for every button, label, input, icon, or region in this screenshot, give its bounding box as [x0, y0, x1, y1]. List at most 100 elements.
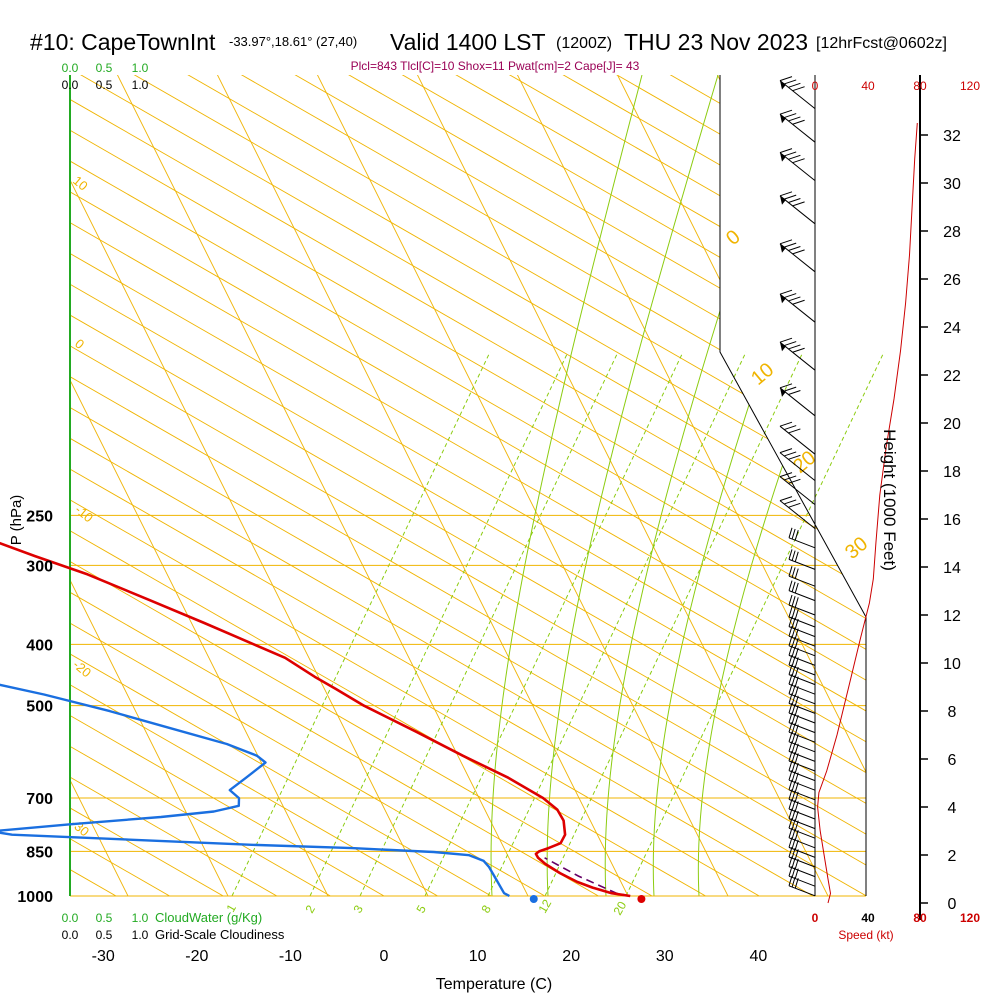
- surface-dewpoint-marker: [529, 895, 538, 903]
- station-title: #10: CapeTownInt: [30, 29, 216, 55]
- y-axis-title: P (hPa): [8, 495, 25, 546]
- dewpoint-line: [0, 683, 510, 898]
- isotherm: [539, 75, 866, 896]
- isotherm: [271, 75, 866, 896]
- wind-barb: [788, 580, 816, 602]
- isotherm: [70, 75, 780, 896]
- speed-bottom-tick: 40: [861, 911, 875, 925]
- cloud-top-tick: 0.0: [62, 61, 79, 75]
- moist-adiabat: [546, 75, 719, 896]
- isotherm: [70, 75, 866, 896]
- dry-adiabat-label: -30: [68, 816, 92, 840]
- p-tick-label: 1000: [17, 889, 53, 906]
- stability-indices: Plcl=843 Tlcl[C]=10 Shox=11 Pwat[cm]=2 C…: [351, 59, 640, 73]
- dry-adiabat-label: 10: [70, 173, 91, 194]
- isotherm: [70, 75, 866, 896]
- cloud-bottom-tick-2: 1.0: [132, 928, 149, 942]
- dry-adiabat: [579, 75, 866, 896]
- cloud-top-tick: 0.5: [96, 61, 113, 75]
- speed-top-tick: 120: [960, 79, 980, 93]
- height-axis-title: Height (1000 Feet): [880, 429, 899, 571]
- height-tick-label: 20: [943, 416, 961, 433]
- mixing-ratio-label: 3: [350, 902, 366, 915]
- x-tick-label: -30: [92, 948, 115, 965]
- isotherm-label: 30: [841, 533, 872, 564]
- isotherm-label: 0: [722, 226, 745, 250]
- moist-adiabat: [697, 75, 866, 896]
- axes: -30 -20 -10 0 10 20 30 402503004005007008501000…: [17, 61, 767, 965]
- dry-adiabat: [980, 0, 1000, 1000]
- cloudiness-label: Grid-Scale Cloudiness: [155, 927, 285, 942]
- cloud-bottom-tick: 1.0: [132, 911, 149, 925]
- dry-adiabat-label: -10: [72, 502, 96, 526]
- dry-adiabat: [279, 75, 781, 896]
- height-tick-label: 22: [943, 368, 961, 385]
- isotherm: [379, 75, 866, 896]
- isotherm: [70, 75, 512, 896]
- mixing-ratio-line: [544, 351, 804, 897]
- dry-adiabat: [70, 75, 381, 896]
- dry-adiabat-label: 0: [72, 336, 87, 352]
- isotherm-label: 10: [747, 359, 778, 390]
- x-tick-label: -10: [279, 948, 302, 965]
- x-tick-label: 10: [469, 948, 487, 965]
- isotherm: [70, 75, 566, 896]
- forecast-info: [12hrFcst@0602z]: [816, 35, 947, 52]
- parcel-path: [544, 857, 631, 897]
- x-axis-title: Temperature (C): [436, 976, 552, 993]
- wind-barb: [779, 239, 816, 273]
- p-tick-label: 400: [26, 637, 53, 654]
- moist-adiabat: [490, 75, 643, 896]
- height-tick-label: 18: [943, 464, 961, 481]
- dry-adiabat: [70, 75, 181, 896]
- p-tick-label: 300: [26, 558, 53, 575]
- cloud-bottom-tick-2: 0.5: [96, 928, 113, 942]
- mixing-ratio-label: 5: [413, 902, 429, 915]
- cloud-top-tick-2: 0.0: [62, 78, 79, 92]
- isotherm: [70, 75, 673, 896]
- height-tick-label: 8: [948, 704, 957, 721]
- mixing-ratio-line: [487, 351, 747, 897]
- mixing-ratio-label: 8: [478, 902, 494, 915]
- wind-speed-line: [817, 122, 918, 904]
- isotherm: [486, 75, 866, 896]
- dry-adiabat: [79, 75, 581, 896]
- mixing-ratio-line: [309, 351, 569, 897]
- speed-axis-title: Speed (kt): [838, 928, 893, 942]
- p-tick-label: 700: [26, 791, 53, 808]
- isotherm: [164, 75, 866, 896]
- isotherm: [70, 75, 866, 896]
- wind-barb: [788, 549, 816, 570]
- wind-barb: [779, 289, 816, 323]
- height-tick-label: 0: [948, 896, 957, 913]
- p-tick-label: 500: [26, 699, 53, 716]
- wind-barb: [788, 566, 816, 587]
- height-tick-label: 24: [943, 320, 961, 337]
- x-tick-label: -20: [185, 948, 208, 965]
- valid-time: Valid 1400 LST: [390, 29, 546, 55]
- wind-barb: [779, 472, 816, 505]
- cloud-water-label: CloudWater (g/Kg): [155, 910, 262, 925]
- isotherm: [111, 75, 866, 896]
- speed-top-tick: 40: [861, 79, 875, 93]
- height-tick-label: 26: [943, 272, 961, 289]
- height-tick-label: 2: [948, 848, 957, 865]
- wind-barb: [779, 76, 816, 109]
- wind-barb: [788, 594, 816, 616]
- height-tick-label: 14: [943, 560, 961, 577]
- height-tick-label: 28: [943, 224, 961, 241]
- cloud-bottom-tick-2: 0.0: [62, 928, 79, 942]
- cloud-top-tick: 1.0: [132, 61, 149, 75]
- height-tick-label: 4: [948, 800, 957, 817]
- speed-bottom-tick: 120: [960, 911, 980, 925]
